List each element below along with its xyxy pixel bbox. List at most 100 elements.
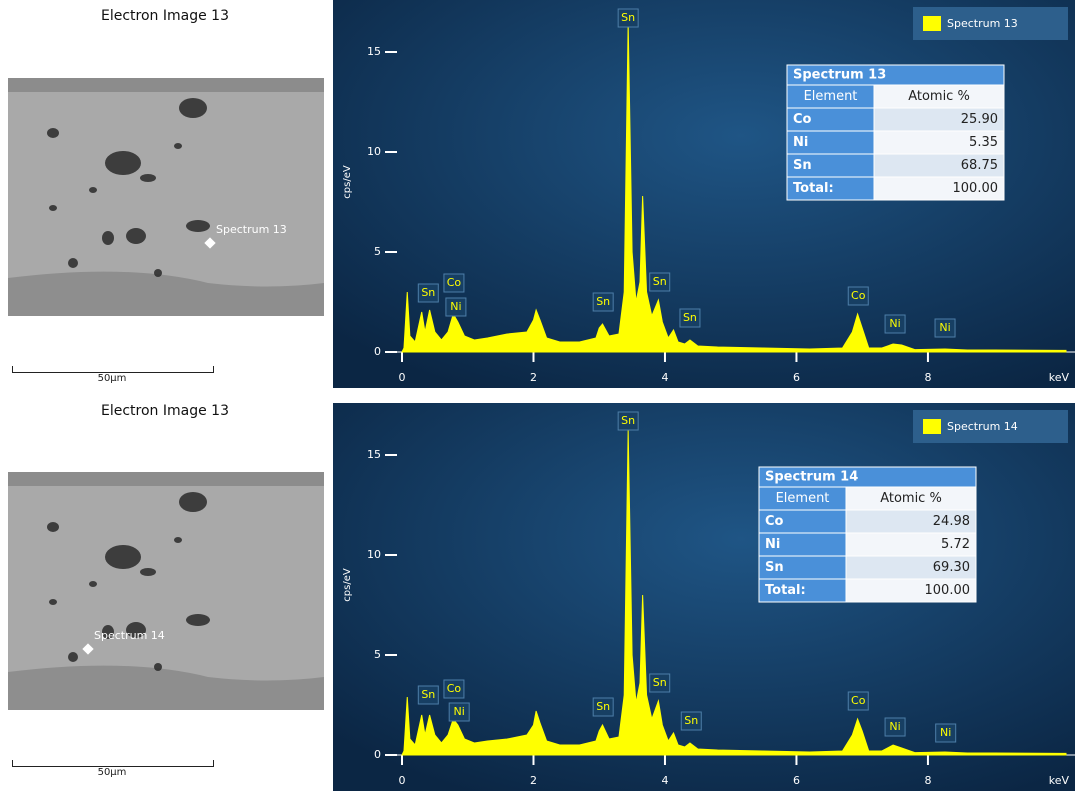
electron-image: Spectrum 13 (8, 78, 324, 316)
pore (186, 614, 210, 626)
pore (140, 174, 156, 182)
x-unit: keV (1049, 371, 1070, 384)
peak-label: Co (851, 694, 866, 707)
spectrum-marker-label: Spectrum 13 (216, 223, 287, 236)
image-title: Electron Image 13 (0, 8, 330, 24)
peak-label: Ni (939, 321, 950, 334)
table-text: 5.72 (941, 537, 970, 552)
peak-label: Sn (596, 295, 610, 308)
table-text: Co (793, 112, 812, 127)
table-text: Element (804, 89, 858, 104)
table-text: Ni (765, 537, 780, 552)
table-text: 5.35 (969, 135, 998, 150)
electron-image: Spectrum 14 (8, 472, 324, 710)
x-tick-label: 8 (924, 371, 931, 384)
peak-label: Co (447, 682, 462, 695)
y-axis-label: cps/eV (342, 568, 353, 602)
scale-bar (12, 760, 214, 767)
pore (47, 522, 59, 532)
x-tick-label: 0 (399, 371, 406, 384)
spectrum-chart: 05101502468keVcps/eVSpectrum 13SnSnCoNiS… (333, 0, 1075, 388)
pore (68, 652, 78, 662)
x-tick-label: 6 (793, 774, 800, 787)
peak-label: Sn (421, 286, 435, 299)
table-text: Sn (765, 560, 784, 575)
peak-label: Ni (940, 726, 951, 739)
legend-swatch (923, 419, 941, 434)
pore (49, 205, 57, 211)
pore (174, 143, 182, 149)
peak-label: Sn (596, 700, 610, 713)
pore (140, 568, 156, 576)
peak-label: Sn (684, 714, 698, 727)
table-title: Spectrum 13 (793, 68, 886, 83)
pore (154, 663, 162, 671)
table-text: Sn (793, 158, 812, 173)
table-text: Atomic % (908, 89, 970, 104)
peak-label: Co (447, 276, 462, 289)
pore (68, 258, 78, 268)
legend-swatch (923, 16, 941, 31)
peak-label: Sn (653, 275, 667, 288)
x-tick-label: 2 (530, 774, 537, 787)
x-tick-label: 8 (924, 774, 931, 787)
spectrum-marker-label: Spectrum 14 (94, 629, 165, 642)
y-tick-label: 5 (374, 245, 381, 258)
y-tick-label: 0 (374, 345, 381, 358)
peak-label: Ni (889, 317, 900, 330)
pore (105, 545, 141, 569)
pore (186, 220, 210, 232)
pore (126, 228, 146, 244)
peak-label: Co (851, 289, 866, 302)
table-text: 68.75 (961, 158, 998, 173)
image-title: Electron Image 13 (0, 403, 330, 419)
peak-label: Sn (683, 311, 697, 324)
peak-label: Ni (450, 300, 461, 313)
scale-bar (12, 366, 214, 373)
y-tick-label: 5 (374, 648, 381, 661)
x-unit: keV (1049, 774, 1070, 787)
table-title: Spectrum 14 (765, 470, 858, 485)
image-top-band (8, 472, 324, 486)
table-text: 69.30 (933, 560, 970, 575)
page: Electron Image 13 Electron Image 13 Spec… (0, 0, 1075, 791)
legend-label: Spectrum 14 (947, 420, 1018, 433)
y-tick-label: 15 (367, 45, 381, 58)
pore (179, 492, 207, 512)
pore (105, 151, 141, 175)
table-text: Total: (793, 181, 834, 196)
y-axis-label: cps/eV (342, 165, 353, 199)
y-tick-label: 0 (374, 748, 381, 761)
scale-label: 50µm (82, 767, 142, 778)
table-text: Total: (765, 583, 806, 598)
x-tick-label: 2 (530, 371, 537, 384)
table-text: 100.00 (925, 583, 971, 598)
peak-label: Sn (653, 676, 667, 689)
pore (179, 98, 207, 118)
table-text: Co (765, 514, 784, 529)
table-text: Atomic % (880, 491, 942, 506)
peak-label: Sn (421, 688, 435, 701)
peak-label: Sn (621, 414, 635, 427)
y-tick-label: 10 (367, 548, 381, 561)
pore (89, 187, 97, 193)
table-text: 25.90 (961, 112, 998, 127)
pore (89, 581, 97, 587)
y-tick-label: 15 (367, 448, 381, 461)
peak-label: Sn (621, 11, 635, 24)
y-tick-label: 10 (367, 145, 381, 158)
legend-label: Spectrum 13 (947, 17, 1018, 30)
peak-label: Ni (454, 705, 465, 718)
table-text: 100.00 (953, 181, 999, 196)
pore (49, 599, 57, 605)
x-tick-label: 6 (793, 371, 800, 384)
pore (154, 269, 162, 277)
table-text: 24.98 (933, 514, 970, 529)
peak-label: Ni (889, 720, 900, 733)
table-text: Element (776, 491, 830, 506)
image-top-band (8, 78, 324, 92)
scale-label: 50µm (82, 373, 142, 384)
table-text: Ni (793, 135, 808, 150)
x-tick-label: 0 (399, 774, 406, 787)
